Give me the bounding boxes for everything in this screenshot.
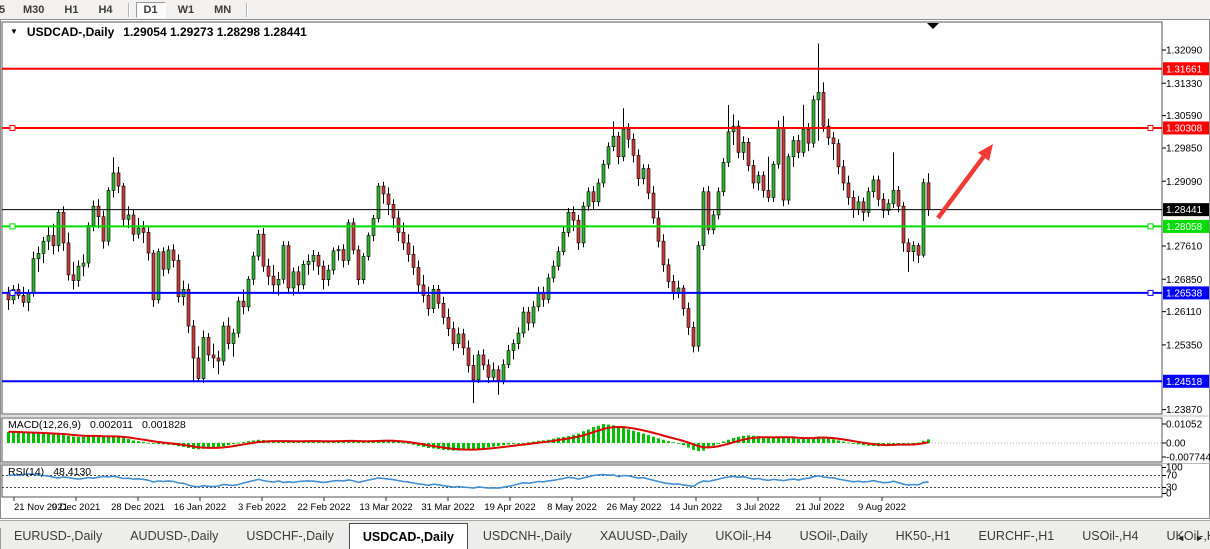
panels-layer (0, 19, 1210, 519)
toolbar-separator (246, 2, 248, 17)
line-handle-icon[interactable] (9, 124, 16, 131)
timeframe-button-H4[interactable]: H4 (98, 3, 113, 16)
svg-text:30: 30 (1166, 483, 1178, 494)
svg-text:1.29850: 1.29850 (1166, 144, 1203, 155)
svg-text:26 May 2022: 26 May 2022 (607, 502, 662, 513)
tab-item-ukoil-h4[interactable]: UKOil-,H4 (715, 529, 772, 543)
symbol-tab-bar: EURUSD-,Daily AUDUSD-,Daily USDCHF-,Daily U… (0, 520, 1210, 549)
svg-text:31 Mar 2022: 31 Mar 2022 (421, 502, 474, 513)
line-handle-icon[interactable] (1147, 289, 1154, 296)
rsi-indicator-label: RSI(14) 48.4130 (8, 466, 91, 478)
timeframe-toolbar: 5 M30 H1 H4 D1 W1 MN (0, 0, 1210, 19)
svg-text:21 Jul 2022: 21 Jul 2022 (795, 502, 844, 513)
tab-item-audusd-daily[interactable]: AUDUSD-,Daily (130, 529, 219, 543)
chart-title: ▼ USDCAD-,Daily 1.29054 1.29273 1.28298 … (10, 25, 307, 39)
svg-text:0.01052: 0.01052 (1166, 420, 1203, 431)
macd-signal-line (8, 425, 929, 451)
macd-signal-value: 0.001828 (141, 419, 186, 431)
svg-text:13 Mar 2022: 13 Mar 2022 (359, 502, 412, 513)
tab-item-ukoil-h4[interactable]: UKOil-,H4 (1166, 529, 1210, 543)
svg-text:21 Nov 2021: 21 Nov 2021 (14, 502, 68, 513)
tab-scroll-right-icon[interactable]: ► (1195, 533, 1204, 543)
rsi-name: RSI(14) (8, 466, 45, 478)
tab-item-usdcnh-daily[interactable]: USDCNH-,Daily (482, 529, 572, 543)
svg-text:28 Dec 2021: 28 Dec 2021 (111, 502, 165, 513)
tab-item-hk50-h1[interactable]: HK50-,H1 (895, 529, 951, 543)
svg-text:22 Feb 2022: 22 Feb 2022 (297, 502, 350, 513)
svg-text:14 Jun 2022: 14 Jun 2022 (670, 502, 722, 513)
svg-text:1.31661: 1.31661 (1166, 64, 1203, 75)
price-lines-layer (2, 67, 1162, 383)
svg-text:1.27610: 1.27610 (1166, 242, 1203, 253)
svg-text:16 Jan 2022: 16 Jan 2022 (174, 502, 226, 513)
timeframe-button-H1[interactable]: H1 (64, 3, 79, 16)
svg-text:1.29090: 1.29090 (1166, 177, 1203, 188)
svg-text:1.31330: 1.31330 (1166, 79, 1203, 90)
symbol-name: USDCAD-,Daily (26, 25, 115, 39)
chart-canvas[interactable]: 1.32090 1.31330 1.30590 1.29850 1.29090 1.276… (0, 19, 1210, 520)
ohlc-values: 1.29054 1.29273 1.28298 1.28441 (123, 25, 307, 39)
trend-arrow-annotation[interactable] (936, 144, 993, 220)
svg-text:1.32090: 1.32090 (1166, 46, 1203, 57)
svg-text:1.26538: 1.26538 (1166, 288, 1203, 299)
price-axis: 1.32090 1.31330 1.30590 1.29850 1.29090 1.276… (1162, 46, 1209, 416)
macd-value: 0.002011 (89, 419, 133, 431)
line-handle-icon[interactable] (9, 223, 16, 230)
rsi-line (8, 473, 929, 489)
line-handle-icon[interactable] (9, 289, 16, 296)
svg-text:1.26110: 1.26110 (1166, 307, 1202, 318)
candles-layer (6, 43, 931, 404)
tab-scroll-left-icon[interactable]: ◄ (1176, 533, 1186, 543)
tab-item-usoil-daily[interactable]: USOil-,Daily (799, 529, 868, 543)
svg-text:1.30308: 1.30308 (1166, 123, 1203, 134)
line-handle-icon[interactable] (1147, 223, 1154, 230)
tab-item-usdchf-daily[interactable]: USDCHF-,Daily (246, 529, 334, 543)
macd-name: MACD(12,26,9) (8, 419, 81, 431)
svg-text:1.28058: 1.28058 (1166, 222, 1203, 233)
timeframe-button-5[interactable]: 5 (0, 2, 11, 18)
svg-text:1.26850: 1.26850 (1166, 275, 1203, 286)
timeframe-button-W1[interactable]: W1 (177, 3, 195, 16)
timeframe-button-MN[interactable]: MN (214, 3, 232, 16)
svg-text:8 May 2022: 8 May 2022 (547, 502, 597, 513)
tab-stub (0, 528, 1, 549)
svg-text:70: 70 (1166, 471, 1178, 482)
svg-text:1.28441: 1.28441 (1166, 205, 1203, 216)
macd-panel: 0.01052 0.00 -0.007744 (2, 420, 1210, 463)
current-candle-marker (927, 23, 939, 29)
tab-item-eurchf-h1[interactable]: EURCHF-,H1 (978, 529, 1055, 543)
line-handle-icon[interactable] (1147, 124, 1154, 131)
svg-text:100: 100 (1166, 463, 1183, 474)
tab-item-usdcad-daily[interactable]: USDCAD-,Daily (348, 523, 468, 549)
svg-text:19 Apr 2022: 19 Apr 2022 (484, 502, 535, 513)
svg-text:0: 0 (1166, 489, 1172, 500)
svg-text:0.00: 0.00 (1166, 439, 1186, 450)
svg-text:1.23870: 1.23870 (1166, 405, 1203, 416)
svg-text:-0.007744: -0.007744 (1166, 452, 1210, 463)
tab-scroll-buttons: ◄ ► (1176, 533, 1204, 543)
svg-text:9 Dec 2021: 9 Dec 2021 (52, 502, 101, 513)
tab-item-xauusd-daily[interactable]: XAUUSD-,Daily (599, 529, 688, 543)
svg-text:1.30590: 1.30590 (1166, 111, 1203, 122)
svg-text:3 Feb 2022: 3 Feb 2022 (238, 502, 286, 513)
tab-item-eurusd-daily[interactable]: EURUSD-,Daily (14, 529, 103, 543)
svg-text:1.24518: 1.24518 (1166, 377, 1203, 388)
symbol-dropdown-icon[interactable]: ▼ (10, 26, 18, 36)
tab-item-usoil-h4[interactable]: USOil-,H4 (1082, 529, 1139, 543)
svg-text:1.25350: 1.25350 (1166, 340, 1203, 351)
toolbar-separator (127, 2, 129, 17)
rsi-value: 48.4130 (53, 466, 92, 478)
macd-indicator-label: MACD(12,26,9) 0.002011 0.001828 (8, 419, 186, 431)
timeframe-button-M30[interactable]: M30 (23, 3, 45, 16)
svg-text:9 Aug 2022: 9 Aug 2022 (858, 502, 906, 513)
svg-text:3 Jul 2022: 3 Jul 2022 (736, 502, 780, 513)
timeframe-button-D1[interactable]: D1 (135, 1, 166, 18)
